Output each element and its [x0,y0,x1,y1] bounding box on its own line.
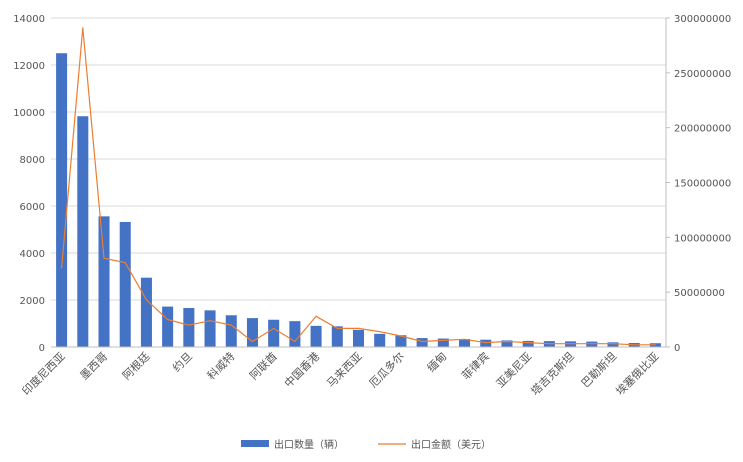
x-tick-label: 巴勒斯坦 [578,349,619,390]
x-axis-ticks: 印度尼西亚 墨西哥 阿根廷 约旦 科威特 阿联酋 中国香港 马来西亚 厄瓜多尔 缅甸 菲律宾 亚美尼亚… [19,349,662,398]
line-point [400,335,402,337]
x-tick-label: 约旦 [170,350,195,375]
line-point [654,344,656,346]
line-point [569,343,572,345]
bar [437,338,449,347]
x-tick-label: 亚美尼亚 [494,350,534,390]
right-tick-label: 100000000 [674,233,731,244]
legend-label-bar: 出口数量（辆） [274,438,344,451]
x-tick-label: 缅甸 [424,349,449,374]
left-tick-label: 2000 [20,296,45,307]
x-tick-label: 菲律宾 [459,349,492,382]
bar [225,315,237,347]
right-tick-label: 300000000 [674,14,731,25]
bar [162,306,174,347]
line-point [315,315,317,317]
line-point [230,324,232,326]
left-tick-label: 6000 [20,202,45,213]
legend-label-line: 出口金额（美元） [411,438,491,451]
bar [56,53,68,347]
right-axis-ticks: 0 50000000 100000000 150000000 200000000 2500… [666,14,731,354]
left-tick-label: 12000 [13,61,45,72]
line-point [336,327,338,329]
x-tick-label: 墨西哥 [78,350,111,383]
line-point [167,318,169,321]
bar [331,326,343,347]
x-tick-label: 埃塞俄比亚 [613,349,662,398]
line-point [294,340,296,343]
right-tick-label: 200000000 [674,124,731,135]
bar [501,340,513,347]
line-point [251,340,254,343]
left-tick-label: 8000 [20,155,45,166]
bar [607,342,619,347]
bar [119,221,131,347]
gridlines [51,17,666,301]
bar [183,307,195,347]
line-point [591,343,593,345]
left-tick-label: 10000 [13,108,45,119]
left-axis-ticks: 0 2000 4000 6000 8000 10000 12000 14000 [13,14,45,354]
left-tick-label: 14000 [13,14,45,25]
line-series [61,27,656,346]
line-point [612,343,614,345]
line-point [188,324,190,326]
bar [77,116,89,347]
bar [289,321,301,347]
bar [310,325,322,347]
bar [374,333,386,347]
bar [416,338,428,347]
line-point [145,299,148,301]
bar-series [56,53,661,347]
line-point [442,339,444,342]
bar [268,319,280,347]
line-point [527,342,529,344]
bar [204,310,216,347]
line-point [61,267,63,269]
legend-swatch-bar [241,440,269,447]
bar [352,329,365,347]
x-tick-label: 阿根廷 [119,349,152,382]
x-tick-label: 科威特 [204,349,237,382]
right-tick-label: 250000000 [674,69,731,80]
line-point [506,340,508,343]
x-tick-label: 印度尼西亚 [19,349,68,398]
x-tick-label: 厄瓜多尔 [366,349,407,390]
legend: 出口数量（辆） 出口金额（美元） [241,438,491,451]
left-tick-label: 4000 [20,249,45,260]
bar [480,339,492,347]
bar [246,318,258,347]
bar [522,340,534,347]
bar [459,339,471,347]
line-point [379,331,381,333]
x-tick-label: 中国香港 [282,350,322,390]
left-tick-label: 0 [39,343,45,354]
line-point [103,257,105,259]
line-point [124,261,126,264]
right-tick-label: 50000000 [674,288,725,299]
bar [395,335,407,347]
line-point [82,27,84,29]
right-tick-label: 150000000 [674,179,731,190]
line-point [273,327,275,329]
line-point [357,327,360,329]
line-point [485,342,487,344]
line-point [633,344,635,346]
x-tick-label: 塔吉克斯坦 [528,349,577,398]
line-point [548,343,550,345]
x-tick-label: 马来西亚 [324,350,364,390]
bar [98,216,110,347]
line-point [463,338,466,340]
line-point [421,340,423,343]
right-tick-label: 0 [674,343,680,354]
x-tick-label: 阿联酋 [247,349,280,382]
bar [140,277,152,347]
line-point [209,320,211,322]
